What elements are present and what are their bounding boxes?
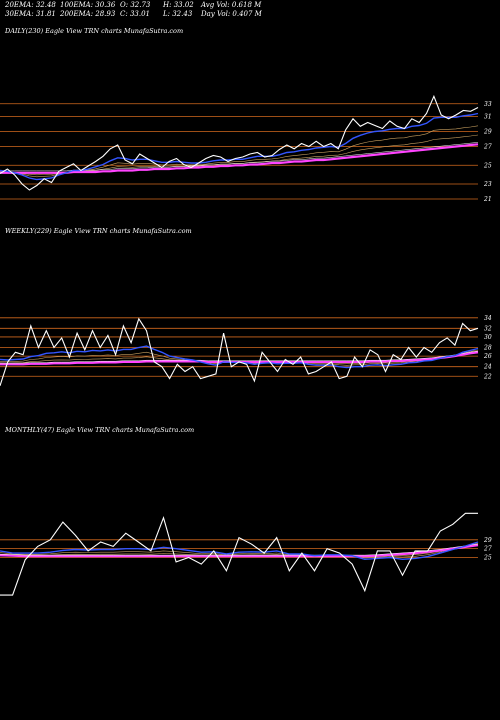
- y-tick-label: 27: [483, 546, 492, 553]
- weekly-chart-title: WEEKLY(229) Eagle View TRN charts Munafa…: [5, 227, 192, 235]
- y-tick-label: 34: [484, 315, 492, 322]
- monthly-chart-title: MONTHLY(47) Eagle View TRN charts Munafa…: [5, 426, 195, 434]
- y-tick-label: 29: [483, 129, 492, 136]
- avg-volume-stat: Avg Vol: 0.618 M: [201, 1, 262, 9]
- ema30-stat: 30EMA: 31.81: [5, 10, 56, 18]
- y-tick-label: 27: [483, 144, 492, 151]
- y-tick-label: 21: [483, 196, 492, 203]
- price-line: [0, 317, 479, 386]
- ema200-stat: 200EMA: 28.93: [60, 10, 116, 18]
- y-tick-label: 24: [483, 364, 492, 371]
- stats-header: 20EMA: 32.48 100EMA: 30.36 O: 32.73 H: 3…: [0, 0, 500, 20]
- daily-chart: 33 31 29 27 25 23 21: [0, 94, 492, 203]
- ema20-stat: 20EMA: 32.48: [5, 1, 56, 9]
- slow-ema-line-edge: [0, 543, 479, 556]
- price-line: [0, 512, 478, 596]
- open-stat: O: 32.73: [120, 1, 151, 9]
- day-volume-stat: Day Vol: 0.407 M: [201, 10, 262, 18]
- y-tick-label: 23: [483, 181, 492, 188]
- y-tick-label: 26: [483, 353, 492, 360]
- price-line: [0, 94, 479, 191]
- y-tick-label: 31: [484, 114, 492, 121]
- y-tick-label: 30: [484, 334, 492, 341]
- slow-ema-line: [0, 143, 479, 174]
- close-stat: C: 33.01: [120, 10, 150, 18]
- y-tick-label: 28: [483, 345, 492, 352]
- ema100-stat: 100EMA: 30.36: [60, 1, 116, 9]
- fast-ema-line: [0, 112, 479, 181]
- slow-ema-line-edge: [0, 350, 479, 364]
- slow-ema-line: [0, 544, 479, 558]
- y-tick-label: 25: [483, 555, 492, 562]
- high-stat: H: 33.02: [163, 1, 194, 9]
- low-stat: L: 32.43: [163, 10, 193, 18]
- daily-chart-title: DAILY(230) Eagle View TRN charts MunafaS…: [5, 27, 184, 35]
- monthly-chart: 29 27 25: [0, 512, 492, 596]
- y-tick-label: 33: [484, 101, 492, 108]
- ema-line: [0, 543, 479, 559]
- y-tick-label: 32: [484, 325, 492, 332]
- y-tick-label: 22: [483, 373, 492, 380]
- fast-ema-line: [0, 541, 479, 561]
- y-tick-label: 25: [483, 162, 492, 169]
- y-tick-label: 29: [483, 537, 492, 544]
